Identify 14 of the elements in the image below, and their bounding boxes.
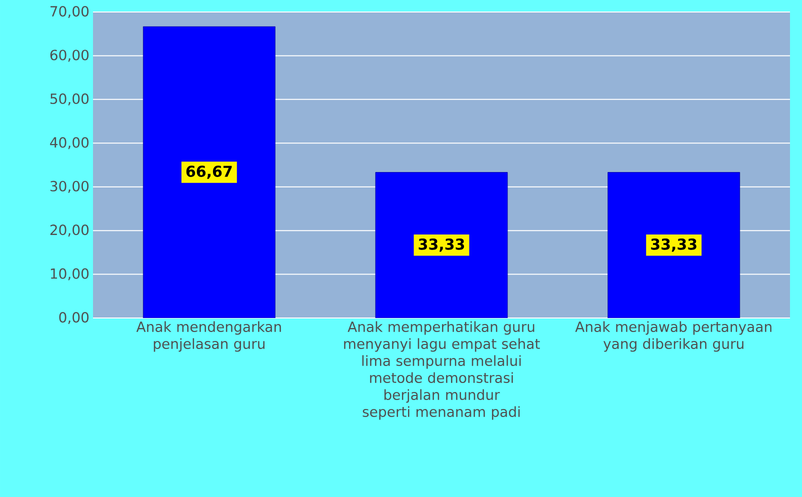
x-tick-label: Anak menjawab pertanyaan yang diberikan guru: [575, 321, 772, 352]
data-label: 33,33: [651, 238, 696, 252]
y-tick-label: 40,00: [50, 137, 89, 150]
x-tick-label: Anak mendengarkan penjelasan guru: [136, 321, 281, 352]
y-tick-label: 20,00: [50, 224, 89, 237]
y-tick-label: 0,00: [59, 312, 89, 324]
data-label: 33,33: [418, 238, 464, 252]
y-tick-label: 60,00: [50, 50, 89, 62]
y-tick-label: 30,00: [50, 180, 89, 193]
y-tick-label: 50,00: [50, 93, 89, 106]
y-tick-label: 70,00: [50, 6, 89, 18]
data-label: 66,67: [186, 166, 232, 179]
x-tick-label: Anak memperhatikan guru menyanyi lagu empat sehat lima sempurna melalui metode demonstrasi berjalan mundur seperti menanam padi: [344, 321, 540, 420]
y-tick-label: 10,00: [50, 268, 89, 280]
